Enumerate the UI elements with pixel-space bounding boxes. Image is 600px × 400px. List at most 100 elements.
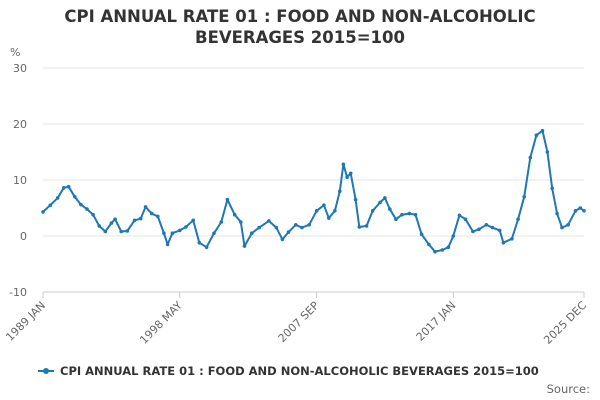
data-point[interactable] [219,220,224,224]
data-point[interactable] [566,223,570,227]
data-point[interactable] [353,197,358,202]
data-point[interactable] [138,216,143,221]
data-point[interactable] [197,240,202,245]
data-point[interactable] [79,202,83,207]
data-point[interactable] [433,249,437,254]
data-point[interactable] [143,205,148,209]
data-point[interactable] [62,186,66,190]
data-point[interactable] [413,212,418,217]
data-point[interactable] [383,196,387,200]
data-point[interactable] [378,200,382,205]
data-point[interactable] [178,228,182,233]
data-point[interactable] [191,218,195,223]
data-point[interactable] [322,203,326,207]
data-point[interactable] [370,209,375,213]
data-point[interactable] [280,237,285,242]
data-point[interactable] [471,229,475,234]
data-point[interactable] [516,217,520,221]
data-point[interactable] [125,229,130,233]
data-point[interactable] [239,220,243,224]
data-point[interactable] [66,184,71,189]
data-point[interactable] [73,195,77,199]
data-point[interactable] [407,211,412,216]
series-group [41,128,586,254]
data-point[interactable] [582,209,586,213]
data-point[interactable] [300,225,304,230]
data-point[interactable] [274,225,279,230]
data-point[interactable] [91,212,95,217]
data-point[interactable] [232,212,237,217]
data-point[interactable] [338,189,342,193]
data-point[interactable] [165,242,170,247]
data-point[interactable] [156,214,160,219]
data-point[interactable] [528,155,533,160]
data-point[interactable] [184,225,188,229]
data-point[interactable] [388,207,392,211]
data-point[interactable] [540,128,545,133]
legend[interactable]: CPI ANNUAL RATE 01 : FOOD AND NON-ALCOHO… [38,364,539,378]
data-point[interactable] [314,209,319,213]
data-point[interactable] [250,231,254,235]
data-point[interactable] [510,237,514,241]
y-tick-label: 20 [13,118,27,131]
data-point[interactable] [212,231,216,235]
data-point[interactable] [119,229,123,234]
data-point[interactable] [55,196,60,200]
data-point[interactable] [327,216,331,220]
data-point[interactable] [41,210,45,214]
data-point[interactable] [357,225,362,229]
data-point[interactable] [400,212,404,217]
data-point[interactable] [545,150,550,154]
data-point[interactable] [333,209,337,213]
data-point[interactable] [348,171,353,176]
data-point[interactable] [394,217,398,221]
data-point[interactable] [560,225,564,230]
data-point[interactable] [555,211,559,216]
data-point[interactable] [484,223,489,227]
data-point[interactable] [242,244,247,248]
x-tick-label: 2025 DEC [541,299,589,347]
data-point[interactable] [170,231,175,235]
data-point[interactable] [109,221,114,225]
data-point[interactable] [113,217,117,221]
series-line[interactable] [42,129,585,253]
data-point[interactable] [534,133,539,137]
data-point[interactable] [294,223,298,227]
data-point[interactable] [463,217,468,221]
data-point[interactable] [497,228,502,233]
y-tick-label: 30 [13,62,27,75]
data-point[interactable] [440,248,445,252]
data-point[interactable] [578,206,583,210]
data-point[interactable] [522,195,526,199]
data-point[interactable] [149,211,154,216]
data-point[interactable] [97,224,101,228]
data-point[interactable] [501,240,506,245]
data-point[interactable] [341,162,346,167]
data-point[interactable] [204,245,209,249]
data-point[interactable] [345,175,349,179]
data-point[interactable] [307,223,312,227]
data-point[interactable] [48,203,53,207]
data-point[interactable] [257,225,262,230]
data-point[interactable] [457,213,462,218]
data-point[interactable] [550,186,554,191]
x-tick-label: 1998 MAY [137,299,185,347]
data-point[interactable] [451,234,456,238]
data-point[interactable] [490,225,495,230]
data-point[interactable] [286,230,291,234]
data-point[interactable] [477,227,481,232]
data-point[interactable] [162,231,166,235]
data-point[interactable] [573,209,578,213]
data-point[interactable] [267,219,271,223]
data-point[interactable] [103,229,108,234]
x-tick-label: 1989 JAN [3,299,48,344]
chart-title-line-1: CPI ANNUAL RATE 01 : FOOD AND NON-ALCOHO… [64,7,536,26]
data-point[interactable] [427,242,431,247]
data-point[interactable] [364,224,369,228]
data-point[interactable] [85,207,89,211]
data-point[interactable] [132,218,137,223]
data-point[interactable] [446,245,451,249]
data-point[interactable] [225,197,230,202]
x-tick-label: 2017 JAN [414,299,459,344]
data-point[interactable] [419,232,424,237]
